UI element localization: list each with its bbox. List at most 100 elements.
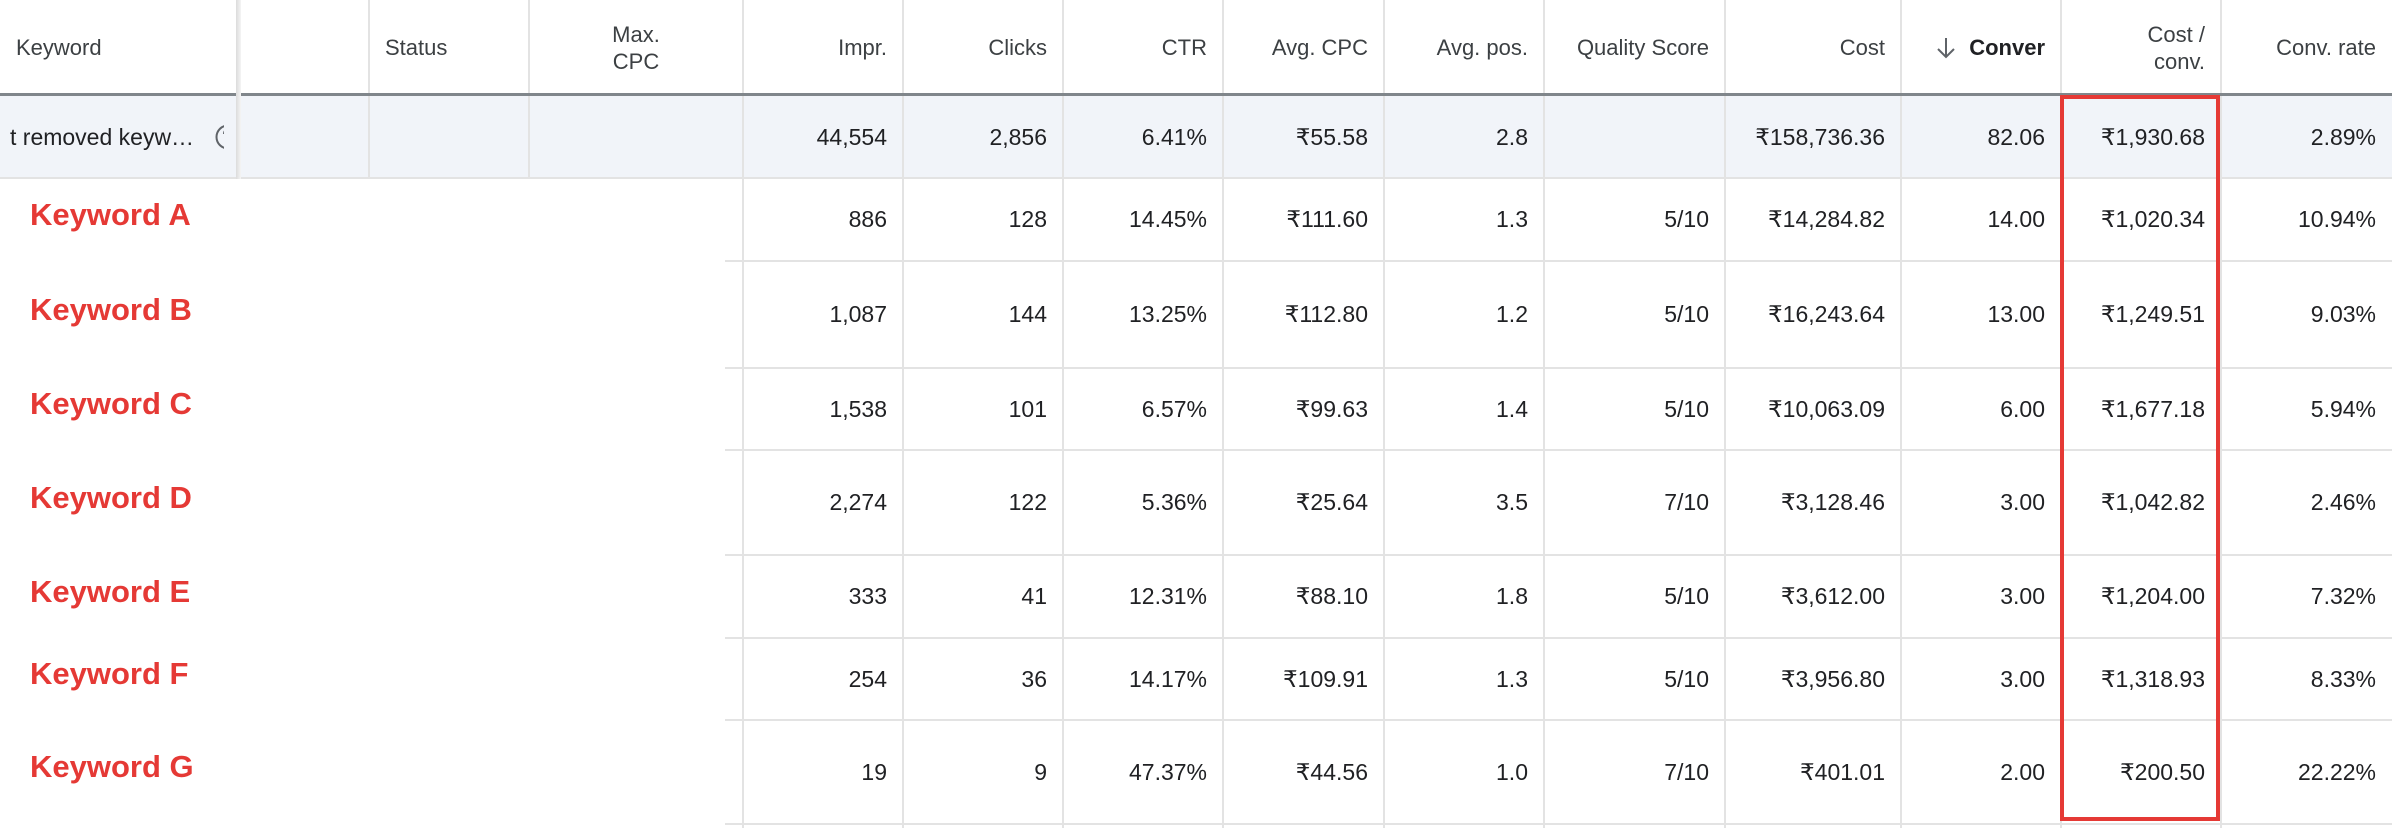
data-cell: 41 xyxy=(1021,583,1047,609)
column-separator xyxy=(742,0,744,178)
column-separator xyxy=(1543,178,1545,828)
data-cell: 8.33% xyxy=(2310,665,2376,692)
data-cell: 5/10 xyxy=(1664,301,1709,327)
column-separator xyxy=(2060,0,2062,178)
data-cell: ₹111.60 xyxy=(1286,206,1368,232)
total-cell: 44,554 xyxy=(816,123,887,150)
data-cell: 9 xyxy=(1034,758,1047,785)
column-header[interactable]: Avg. CPC xyxy=(1223,0,1384,95)
column-header[interactable]: Keyword xyxy=(0,0,240,95)
data-cell: ₹10,063.09 xyxy=(1768,395,1885,422)
data-cell: 14.00 xyxy=(1987,206,2045,232)
keyword-label[interactable]: Keyword B xyxy=(30,291,192,327)
data-cell: 7.32% xyxy=(2310,583,2376,609)
column-header[interactable]: Impr. xyxy=(743,0,903,95)
column-separator xyxy=(1724,0,1726,178)
keyword-label[interactable]: Keyword D xyxy=(30,479,192,515)
data-cell: 128 xyxy=(1008,206,1047,232)
data-cell: 1.2 xyxy=(1496,301,1528,327)
row-border xyxy=(0,260,2392,262)
column-header[interactable]: Cost xyxy=(1725,0,1901,95)
keyword-label[interactable]: Keyword G xyxy=(30,749,194,784)
data-cell: 5/10 xyxy=(1664,395,1709,422)
header-text: Status xyxy=(385,35,448,60)
column-header[interactable]: CTR xyxy=(1063,0,1223,95)
help-icon[interactable] xyxy=(214,123,224,151)
data-cell: 14.45% xyxy=(1128,206,1207,232)
data-cell: 36 xyxy=(1021,665,1047,692)
column-header[interactable]: Max. CPC xyxy=(529,0,743,95)
row-border xyxy=(0,449,2392,451)
data-cell: ₹1,020.34 xyxy=(2100,206,2205,232)
highlight-box xyxy=(2060,95,2220,821)
data-cell: ₹1,249.51 xyxy=(2100,301,2205,327)
column-header[interactable]: Avg. pos. xyxy=(1384,0,1544,95)
column-header[interactable]: Clicks xyxy=(903,0,1063,95)
keyword-label[interactable]: Keyword F xyxy=(30,656,189,691)
data-cell: ₹88.10 xyxy=(1295,583,1368,609)
column-header[interactable]: Quality Score xyxy=(1544,0,1725,95)
header-text: Keyword xyxy=(16,35,102,60)
data-cell: 3.00 xyxy=(2000,665,2045,692)
total-cell: 2.8 xyxy=(1496,123,1528,150)
column-separator xyxy=(1543,0,1545,178)
data-cell: ₹200.50 xyxy=(2120,758,2205,785)
keyword-label[interactable]: Keyword A xyxy=(30,196,191,232)
data-cell: 22.22% xyxy=(2297,758,2376,785)
header-text: Impr. xyxy=(838,35,887,60)
total-row-bg xyxy=(0,96,2392,178)
total-cell: 82.06 xyxy=(1987,123,2045,150)
column-header[interactable]: Status xyxy=(369,0,529,95)
column-header[interactable]: Conver xyxy=(1901,0,2061,95)
data-cell: ₹3,128.46 xyxy=(1780,489,1885,515)
column-separator xyxy=(1062,0,1064,178)
column-separator xyxy=(1222,178,1224,828)
keyword-label[interactable]: Keyword E xyxy=(30,573,191,609)
header-text: Max. CPC xyxy=(612,21,660,75)
column-separator xyxy=(1724,178,1726,828)
keyword-label[interactable]: Keyword C xyxy=(30,386,192,421)
data-cell: ₹1,677.18 xyxy=(2100,395,2205,422)
total-cell: 2,856 xyxy=(989,123,1047,150)
data-cell: 5.36% xyxy=(1141,489,1207,515)
data-cell: 2.46% xyxy=(2310,489,2376,515)
column-separator xyxy=(902,178,904,828)
column-separator xyxy=(2220,178,2222,828)
data-cell: ₹1,318.93 xyxy=(2100,665,2205,692)
data-cell: ₹1,204.00 xyxy=(2100,583,2205,609)
column-header[interactable]: Conv. rate xyxy=(2221,0,2392,95)
data-cell: 144 xyxy=(1008,301,1047,327)
data-cell: 333 xyxy=(848,583,887,609)
data-cell: 2.00 xyxy=(2000,758,2045,785)
total-cell: 6.41% xyxy=(1141,123,1207,150)
data-cell: 7/10 xyxy=(1664,758,1709,785)
header-text: Clicks xyxy=(988,35,1047,60)
column-separator xyxy=(902,0,904,178)
header-text: Quality Score xyxy=(1576,35,1709,60)
header-line: Cost / xyxy=(2147,21,2205,47)
data-cell: 1.3 xyxy=(1496,665,1528,692)
total-text: t removed keyw… xyxy=(10,123,195,150)
data-cell: 5/10 xyxy=(1664,206,1709,232)
header-text: CTR xyxy=(1161,35,1207,60)
data-cell: ₹99.63 xyxy=(1295,395,1368,422)
data-cell: ₹112.80 xyxy=(1284,301,1368,327)
data-cell: 10.94% xyxy=(2297,206,2376,232)
column-separator xyxy=(1062,178,1064,828)
column-header[interactable]: Cost / conv. xyxy=(2061,0,2221,95)
data-cell: 1.0 xyxy=(1496,758,1528,785)
column-separator xyxy=(528,0,530,178)
data-cell: 5/10 xyxy=(1664,665,1709,692)
data-cell: 2,274 xyxy=(829,489,887,515)
data-cell: 254 xyxy=(848,665,887,692)
data-cell: ₹1,042.82 xyxy=(2100,489,2205,515)
data-cell: ₹25.64 xyxy=(1295,489,1368,515)
data-cell: 47.37% xyxy=(1128,758,1207,785)
total-cell: 2.89% xyxy=(2310,123,2376,150)
header-text: Conver xyxy=(1969,35,2045,60)
column-separator xyxy=(368,0,370,178)
sort-arrow xyxy=(1937,37,1955,58)
data-cell: 12.31% xyxy=(1128,583,1207,609)
column-separator xyxy=(1900,178,1902,828)
